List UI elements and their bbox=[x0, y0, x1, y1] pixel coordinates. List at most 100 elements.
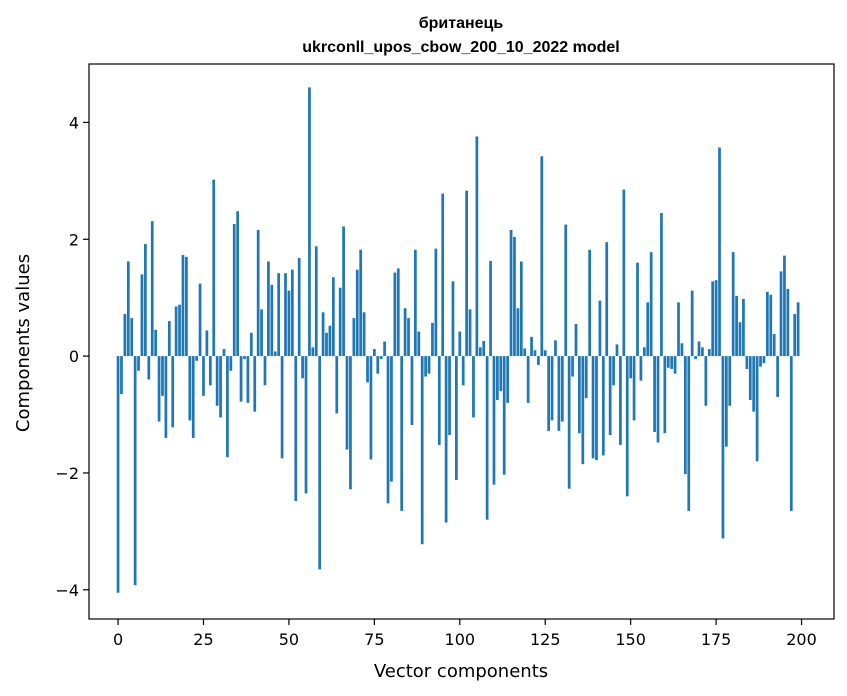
bar-79 bbox=[386, 356, 390, 504]
bar-109 bbox=[489, 260, 492, 357]
bar-32 bbox=[226, 356, 229, 458]
bar-126 bbox=[547, 356, 551, 431]
bar-44 bbox=[267, 261, 270, 357]
bar-103 bbox=[468, 309, 472, 357]
bar-36 bbox=[239, 356, 243, 402]
bar-56 bbox=[308, 87, 311, 357]
x-tick-label: 175 bbox=[701, 630, 732, 649]
bar-57 bbox=[311, 347, 315, 357]
bar-195 bbox=[783, 255, 786, 357]
bar-96 bbox=[444, 356, 448, 523]
bar-26 bbox=[205, 330, 209, 357]
bar-127 bbox=[550, 356, 554, 421]
x-axis-ticks: 0 25 50 75 100 125 150 175 200 bbox=[113, 619, 817, 649]
bar-100 bbox=[458, 331, 462, 357]
bar-84 bbox=[403, 308, 407, 357]
bar-21 bbox=[188, 356, 192, 421]
bar-176 bbox=[718, 147, 721, 357]
bar-6 bbox=[137, 356, 140, 371]
x-tick-label: 50 bbox=[279, 630, 299, 649]
bar-23 bbox=[195, 356, 199, 361]
bar-80 bbox=[390, 356, 393, 482]
bar-168 bbox=[690, 290, 694, 357]
bar-185 bbox=[748, 356, 752, 400]
bar-179 bbox=[728, 356, 732, 406]
bar-188 bbox=[759, 356, 762, 367]
bar-63 bbox=[331, 277, 335, 357]
bar-45 bbox=[270, 284, 274, 357]
bar-93 bbox=[434, 248, 438, 357]
bar-189 bbox=[762, 356, 766, 364]
bar-76 bbox=[376, 356, 380, 374]
bar-190 bbox=[765, 291, 769, 357]
bar-120 bbox=[526, 356, 530, 403]
bar-58 bbox=[314, 246, 318, 357]
bar-99 bbox=[455, 356, 458, 480]
bar-85 bbox=[407, 318, 410, 357]
bar-54 bbox=[301, 356, 304, 379]
bar-156 bbox=[649, 252, 653, 357]
y-tick-label: 2 bbox=[69, 230, 79, 249]
bar-0 bbox=[116, 356, 120, 593]
bar-19 bbox=[181, 255, 185, 357]
bar-196 bbox=[786, 288, 790, 357]
bar-186 bbox=[752, 356, 756, 412]
bar-51 bbox=[290, 269, 294, 357]
bar-50 bbox=[287, 290, 291, 357]
bar-167 bbox=[687, 356, 691, 511]
bar-149 bbox=[625, 356, 629, 497]
bar-106 bbox=[478, 347, 482, 357]
bar-88 bbox=[417, 331, 421, 357]
bar-199 bbox=[796, 302, 800, 357]
bars-group bbox=[116, 87, 800, 593]
bar-148 bbox=[622, 189, 626, 357]
bar-171 bbox=[701, 347, 704, 357]
bar-89 bbox=[420, 356, 424, 545]
bar-184 bbox=[745, 356, 749, 369]
bar-95 bbox=[441, 193, 445, 357]
bar-159 bbox=[660, 212, 663, 357]
bar-53 bbox=[297, 257, 301, 357]
bar-169 bbox=[694, 356, 697, 360]
bar-135 bbox=[578, 356, 581, 434]
bar-132 bbox=[567, 356, 571, 489]
bar-147 bbox=[619, 356, 622, 445]
bar-105 bbox=[475, 136, 479, 357]
bar-70 bbox=[355, 269, 359, 357]
bar-98 bbox=[451, 281, 455, 357]
bar-162 bbox=[670, 356, 674, 369]
bar-121 bbox=[530, 336, 533, 357]
bar-181 bbox=[735, 295, 738, 357]
x-tick-label: 100 bbox=[445, 630, 476, 649]
bar-112 bbox=[499, 356, 503, 392]
bar-66 bbox=[342, 226, 345, 357]
bar-170 bbox=[697, 341, 701, 357]
bar-175 bbox=[714, 280, 718, 357]
bar-174 bbox=[711, 281, 715, 357]
bar-71 bbox=[359, 249, 363, 357]
bar-178 bbox=[724, 356, 728, 447]
bar-15 bbox=[167, 321, 171, 357]
bar-138 bbox=[588, 249, 592, 357]
bar-7 bbox=[140, 274, 144, 357]
bar-43 bbox=[263, 356, 267, 386]
x-tick-label: 0 bbox=[113, 630, 123, 649]
bar-166 bbox=[683, 356, 687, 475]
bar-153 bbox=[639, 356, 643, 381]
bar-25 bbox=[202, 356, 205, 396]
bar-144 bbox=[608, 356, 612, 435]
y-tick-label: −4 bbox=[55, 581, 79, 600]
bar-193 bbox=[776, 356, 779, 397]
bar-145 bbox=[612, 356, 615, 386]
bar-130 bbox=[560, 356, 564, 422]
bar-18 bbox=[178, 304, 181, 357]
bar-75 bbox=[372, 349, 376, 357]
bar-152 bbox=[636, 262, 639, 357]
bar-164 bbox=[677, 302, 680, 357]
bar-86 bbox=[410, 356, 414, 426]
bar-173 bbox=[707, 349, 711, 357]
bar-194 bbox=[779, 271, 783, 357]
bar-16 bbox=[171, 356, 175, 428]
